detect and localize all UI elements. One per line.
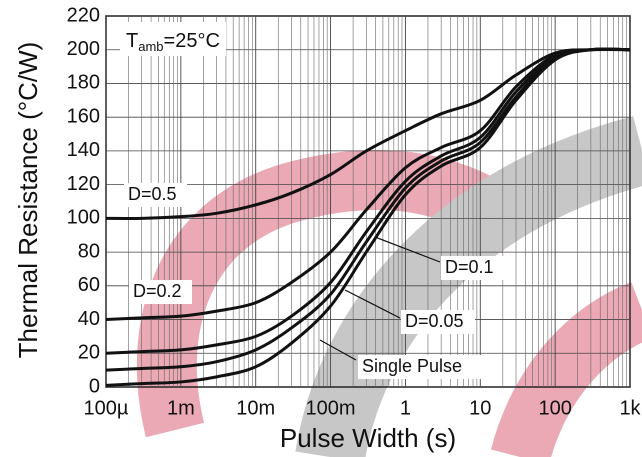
y-tick-label: 100 <box>67 207 100 229</box>
y-tick-label: 160 <box>67 105 100 127</box>
x-axis-title: Pulse Width (s) <box>280 423 456 453</box>
curve-label-bg <box>358 355 498 379</box>
curve <box>105 47 631 322</box>
y-tick-label: 180 <box>67 72 100 94</box>
label-pointer <box>319 339 357 361</box>
x-tick-label: 100µ <box>84 397 129 419</box>
annotation-subscript: amb <box>138 39 163 54</box>
curve-label: Single Pulse <box>362 356 462 376</box>
x-tick-label: 1m <box>167 397 195 419</box>
y-tick-label: 60 <box>78 274 100 296</box>
curve <box>105 47 631 355</box>
y-tick-label: 140 <box>67 139 100 161</box>
curve-label: D=0.05 <box>405 311 464 331</box>
y-tick-label: 120 <box>67 173 100 195</box>
curve-label-bg <box>441 256 504 280</box>
x-tick-label: 10m <box>236 397 275 419</box>
curve <box>105 47 631 220</box>
curve <box>105 47 631 372</box>
curve-label-bg <box>129 280 192 304</box>
curve-label-bg <box>124 183 187 207</box>
y-tick-label: 220 <box>67 4 100 26</box>
x-tick-label: 100m <box>306 397 356 419</box>
annotation-suffix: =25°C <box>164 30 220 52</box>
curve-label-bg <box>401 310 475 334</box>
x-tick-label: 100 <box>538 397 571 419</box>
curve-label: D=0.1 <box>445 257 494 277</box>
x-tick-label: 1 <box>400 397 411 419</box>
y-tick-label: 20 <box>78 342 100 364</box>
y-tick-label: 40 <box>78 308 100 330</box>
x-tick-label: 1k <box>619 397 641 419</box>
annotation: Tamb=25°C <box>126 30 220 54</box>
marks: D=0.5 D=0.2 D=0.1 D=0.05 Single Pulse <box>105 47 631 387</box>
curve-label: D=0.5 <box>128 184 177 204</box>
curve-label: D=0.2 <box>133 281 182 301</box>
annotation-box <box>120 22 226 56</box>
curve <box>105 47 631 387</box>
x-tick-label: 10 <box>469 397 491 419</box>
annotation-text: T <box>126 30 138 52</box>
label-pointer <box>374 236 441 263</box>
y-tick-label: 80 <box>78 240 100 262</box>
y-tick-label: 0 <box>89 375 100 397</box>
y-axis-title: Thermal Resistance (°C/W) <box>13 42 43 359</box>
y-tick-label: 200 <box>67 38 100 60</box>
label-pointer <box>344 289 401 319</box>
